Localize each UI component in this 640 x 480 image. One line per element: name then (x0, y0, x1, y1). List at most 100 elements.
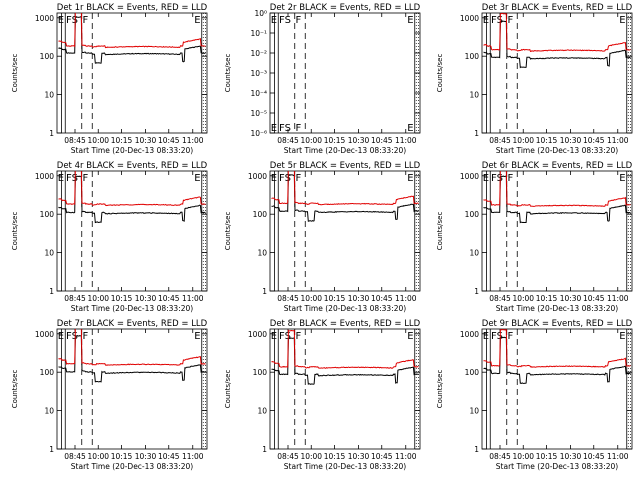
flag-label: F (296, 15, 302, 26)
panel-title: Det 8r BLACK = Events, RED = LLD (270, 319, 421, 329)
x-tick-label: 10:30 (348, 136, 370, 145)
x-axis-label: Start Time (20-Dec-13 08:33:20) (284, 146, 406, 155)
y-tick-label: 10 (257, 407, 267, 416)
y-tick-label: 10 (469, 249, 479, 258)
detector-panel-3: Det 3r BLACK = Events, RED = LLD Counts/s… (436, 3, 633, 155)
x-tick-label: 11:00 (395, 294, 417, 303)
flag-label: FS (491, 173, 503, 184)
x-tick-label: 11:00 (395, 136, 417, 145)
detector-panel-5: Det 5r BLACK = Events, RED = LLD Counts/s… (224, 161, 421, 313)
x-tick-label: 10:15 (324, 294, 346, 303)
y-axis-label: Counts/sec (436, 370, 444, 409)
x-axis-label: Start Time (20-Dec-13 08:33:20) (496, 146, 618, 155)
y-tick-label: 100 (40, 368, 55, 377)
events-series-line (483, 175, 631, 224)
x-tick-label: 11:00 (395, 452, 417, 461)
plot-frame (269, 328, 421, 450)
y-tick-label: 1000 (460, 172, 479, 181)
flag-label: F (508, 173, 514, 184)
y-axis-label: Counts/sec (11, 370, 19, 409)
x-tick-label: 10:45 (371, 452, 393, 461)
flag-label: E (271, 15, 277, 26)
y-tick-label: 100 (253, 368, 268, 377)
lld-series-line (58, 329, 206, 366)
x-tick-label: 10:00 (300, 136, 322, 145)
lld-series-line (483, 171, 631, 207)
x-tick-label: 10:00 (87, 452, 109, 461)
panel-title: Det 2r BLACK = Events, RED = LLD (270, 3, 421, 13)
flag-label: E (407, 173, 413, 184)
y-tick-label: 1 (49, 129, 54, 138)
y-tick-label: 10⁰ (254, 9, 267, 18)
y-tick-label: 10 (469, 407, 479, 416)
y-axis-label: Counts/sec (224, 370, 232, 409)
x-axis-label: Start Time (20-Dec-13 08:33:20) (71, 462, 193, 471)
y-tick-label: 1 (49, 287, 54, 296)
x-tick-label: 11:00 (182, 136, 204, 145)
y-tick-label: 10 (44, 407, 54, 416)
panel-title: Det 6r BLACK = Events, RED = LLD (482, 161, 633, 171)
flag-label: F (508, 331, 514, 342)
y-axis-label: Counts/sec (224, 212, 232, 251)
x-axis-label: Start Time (20-Dec-13 08:33:20) (284, 462, 406, 471)
lld-series-line (58, 171, 206, 207)
x-tick-label: 10:00 (87, 294, 109, 303)
flag-label: E (407, 331, 413, 342)
flag-label: E (58, 15, 64, 26)
x-tick-label: 10:15 (111, 294, 133, 303)
flag-label: F (83, 15, 89, 26)
lld-series-line (271, 171, 419, 206)
x-tick-label: 10:30 (135, 452, 157, 461)
x-tick-label: 10:00 (512, 452, 534, 461)
detector-panel-7: Det 7r BLACK = Events, RED = LLD Counts/s… (11, 319, 208, 471)
flag-label: F (508, 15, 514, 26)
x-axis-label: Start Time (20-Dec-13 08:33:20) (496, 462, 618, 471)
events-series-line (271, 174, 419, 222)
flag-label: E (619, 173, 625, 184)
x-tick-label: 10:45 (583, 452, 605, 461)
x-tick-label: 10:00 (300, 452, 322, 461)
y-tick-label: 10⁻⁶ (250, 129, 267, 138)
y-tick-label: 10⁻² (250, 49, 267, 58)
y-tick-label: 1000 (35, 14, 54, 23)
x-tick-label: 08:45 (277, 136, 299, 145)
y-tick-label: 10 (44, 249, 54, 258)
x-tick-label: 10:30 (135, 294, 157, 303)
plot-frame (269, 12, 421, 134)
y-tick-label: 10⁻⁵ (250, 109, 267, 118)
flag-label-bottom: E (407, 123, 413, 134)
flag-label-bottom: F (296, 123, 302, 134)
lld-series-line (58, 13, 206, 49)
x-tick-label: 10:30 (560, 452, 582, 461)
y-tick-label: 1 (49, 445, 54, 454)
y-tick-label: 1000 (35, 330, 54, 339)
flag-label: F (296, 331, 302, 342)
events-series-line (58, 175, 206, 224)
x-tick-label: 10:45 (158, 452, 180, 461)
y-tick-label: 1000 (248, 330, 267, 339)
x-tick-label: 10:15 (324, 136, 346, 145)
plot-frame (481, 328, 633, 450)
plot-frame (56, 328, 208, 450)
flag-label: E (619, 15, 625, 26)
lld-series-line (483, 13, 631, 52)
x-tick-label: 10:30 (348, 294, 370, 303)
flag-label: E (483, 15, 489, 26)
y-axis-label: Counts/sec (11, 54, 19, 93)
plot-frame (481, 170, 633, 292)
detector-panel-9: Det 9r BLACK = Events, RED = LLD Counts/s… (436, 319, 633, 471)
x-tick-label: 10:15 (536, 294, 558, 303)
x-axis-label: Start Time (20-Dec-13 08:33:20) (71, 146, 193, 155)
detector-panel-8: Det 8r BLACK = Events, RED = LLD Counts/s… (224, 319, 421, 471)
plot-frame (481, 12, 633, 134)
y-tick-label: 1000 (35, 172, 54, 181)
flag-label-bottom: FS (279, 123, 291, 134)
x-tick-label: 10:15 (111, 452, 133, 461)
x-tick-label: 10:00 (512, 136, 534, 145)
flag-label: FS (279, 15, 291, 26)
x-tick-label: 08:45 (489, 294, 511, 303)
events-series-line (58, 334, 206, 383)
flag-label: FS (66, 173, 78, 184)
detector-panel-4: Det 4r BLACK = Events, RED = LLD Counts/s… (11, 161, 208, 313)
panel-title: Det 3r BLACK = Events, RED = LLD (482, 3, 633, 13)
